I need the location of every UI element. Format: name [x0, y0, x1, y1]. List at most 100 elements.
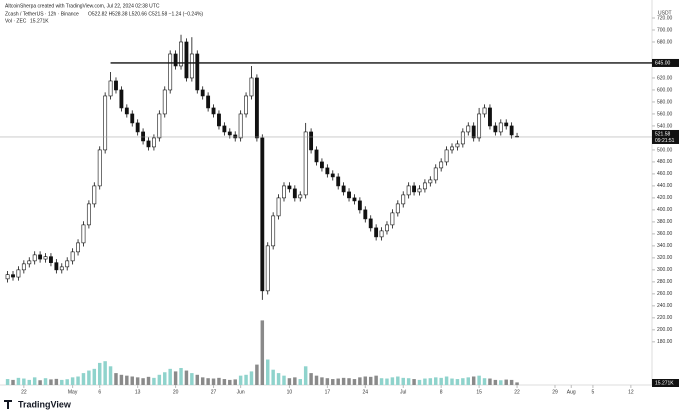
candle-body	[59, 266, 64, 271]
candle-body	[455, 143, 460, 148]
volume-bar	[385, 378, 389, 385]
logo-icon	[4, 400, 12, 409]
x-tick-label: 17	[325, 389, 331, 395]
volume-bar	[108, 366, 113, 385]
candle-body	[282, 185, 286, 199]
volume-box	[652, 379, 679, 387]
y-tick-label: 440.00	[657, 183, 673, 189]
volume-bar	[477, 375, 481, 385]
candle-body	[433, 167, 438, 181]
candle-body	[168, 53, 173, 91]
candle-body	[81, 224, 86, 244]
volume-bar	[228, 379, 232, 385]
x-tick-label: 20	[173, 389, 179, 395]
candle-body	[460, 131, 465, 145]
last-price-label: 521.58	[655, 131, 671, 137]
volume-bar	[314, 375, 319, 385]
volume-bar	[157, 374, 162, 385]
y-tick-label: 340.00	[657, 243, 673, 249]
volume-bar	[390, 377, 395, 385]
candle-body	[119, 89, 124, 109]
candle-body	[92, 185, 97, 205]
y-tick-label: 600.00	[657, 87, 673, 93]
volume-bar	[341, 377, 346, 385]
x-tick-label: 24	[363, 389, 369, 395]
volume-bar	[423, 378, 427, 385]
volume-bar	[16, 377, 21, 385]
volume-bar	[347, 378, 351, 385]
volume-bar	[461, 378, 465, 385]
volume-bar	[70, 377, 75, 385]
volume-bar	[103, 361, 107, 385]
x-tick-label: Jul	[400, 389, 406, 395]
candle-body	[211, 107, 216, 115]
volume-bar	[401, 377, 405, 385]
volume-bar	[54, 378, 59, 385]
volume-bar	[358, 377, 362, 385]
candle-body	[16, 269, 21, 278]
x-tick-label: 13	[135, 389, 141, 395]
volume-bar	[368, 376, 373, 385]
volume-bar	[363, 376, 368, 385]
candle-body	[151, 137, 156, 148]
candle-body	[292, 188, 297, 199]
y-tick-label: 220.00	[657, 315, 673, 321]
candle-body	[471, 125, 476, 139]
x-tick-label: 5	[592, 389, 595, 395]
volume-bar	[76, 376, 80, 385]
candle-body	[141, 131, 146, 142]
volume-bar	[119, 374, 124, 385]
candle-body	[249, 77, 254, 97]
candle-body	[49, 256, 53, 263]
candle-body	[320, 161, 324, 169]
volume-bar	[412, 379, 416, 385]
candle-body	[108, 80, 113, 97]
candle-body	[493, 125, 498, 133]
candle-body	[385, 224, 389, 232]
volume-bar	[406, 378, 411, 385]
x-tick-label: 27	[211, 389, 217, 395]
volume-bar	[320, 377, 324, 385]
volume-bar	[374, 375, 378, 385]
candle-body	[227, 131, 232, 136]
candle-body	[417, 188, 422, 193]
volume-bar	[11, 379, 15, 385]
candle-body	[482, 107, 487, 115]
y-tick-label: 320.00	[657, 255, 673, 261]
volume-bar	[168, 368, 172, 385]
volume-bar	[114, 373, 118, 385]
volume-bar	[336, 378, 340, 385]
volume-bar	[293, 377, 297, 385]
volume-bar	[97, 362, 102, 385]
x-tick-label: 6	[98, 389, 101, 395]
candle-body	[276, 197, 281, 217]
candle-body	[368, 218, 373, 229]
volume-bar	[43, 378, 48, 385]
volume-bar	[352, 379, 357, 385]
candle-body	[162, 89, 167, 115]
candle-body	[97, 149, 102, 187]
candle-body	[157, 113, 162, 139]
y-tick-label: 580.00	[657, 99, 673, 105]
candle-body	[439, 161, 444, 169]
candle-body	[325, 167, 330, 175]
volume-bar	[92, 368, 97, 385]
candle-body	[146, 140, 151, 148]
volume-bar	[130, 376, 134, 385]
volume-bar	[173, 371, 178, 385]
x-tick-label: 29	[552, 389, 558, 395]
candle-body	[103, 95, 108, 151]
volume-bar	[276, 373, 281, 385]
volume-title: Vol · ZEC	[5, 18, 27, 24]
x-tick-label: 22	[514, 389, 520, 395]
volume-bar	[38, 380, 42, 385]
volume-bar	[504, 379, 508, 385]
candle-body	[498, 122, 503, 133]
volume-bar	[60, 379, 64, 385]
y-tick-label: 620.00	[657, 75, 673, 81]
candle-body	[379, 230, 384, 238]
candle-body	[217, 113, 221, 127]
volume-bar	[32, 377, 37, 385]
x-tick-label: Aug	[567, 389, 576, 395]
volume-bar	[22, 378, 26, 385]
